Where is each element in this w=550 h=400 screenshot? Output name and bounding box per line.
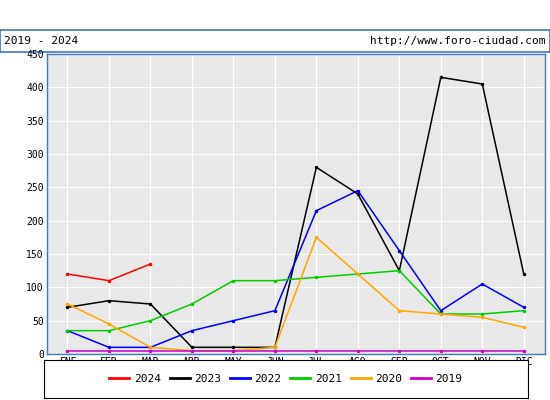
Text: 2019 - 2024: 2019 - 2024 — [4, 36, 79, 46]
Text: http://www.foro-ciudad.com: http://www.foro-ciudad.com — [370, 36, 546, 46]
Legend: 2024, 2023, 2022, 2021, 2020, 2019: 2024, 2023, 2022, 2021, 2020, 2019 — [105, 370, 467, 388]
Text: Evolucion Nº Turistas Nacionales en el municipio de Gratallops: Evolucion Nº Turistas Nacionales en el m… — [27, 8, 523, 22]
